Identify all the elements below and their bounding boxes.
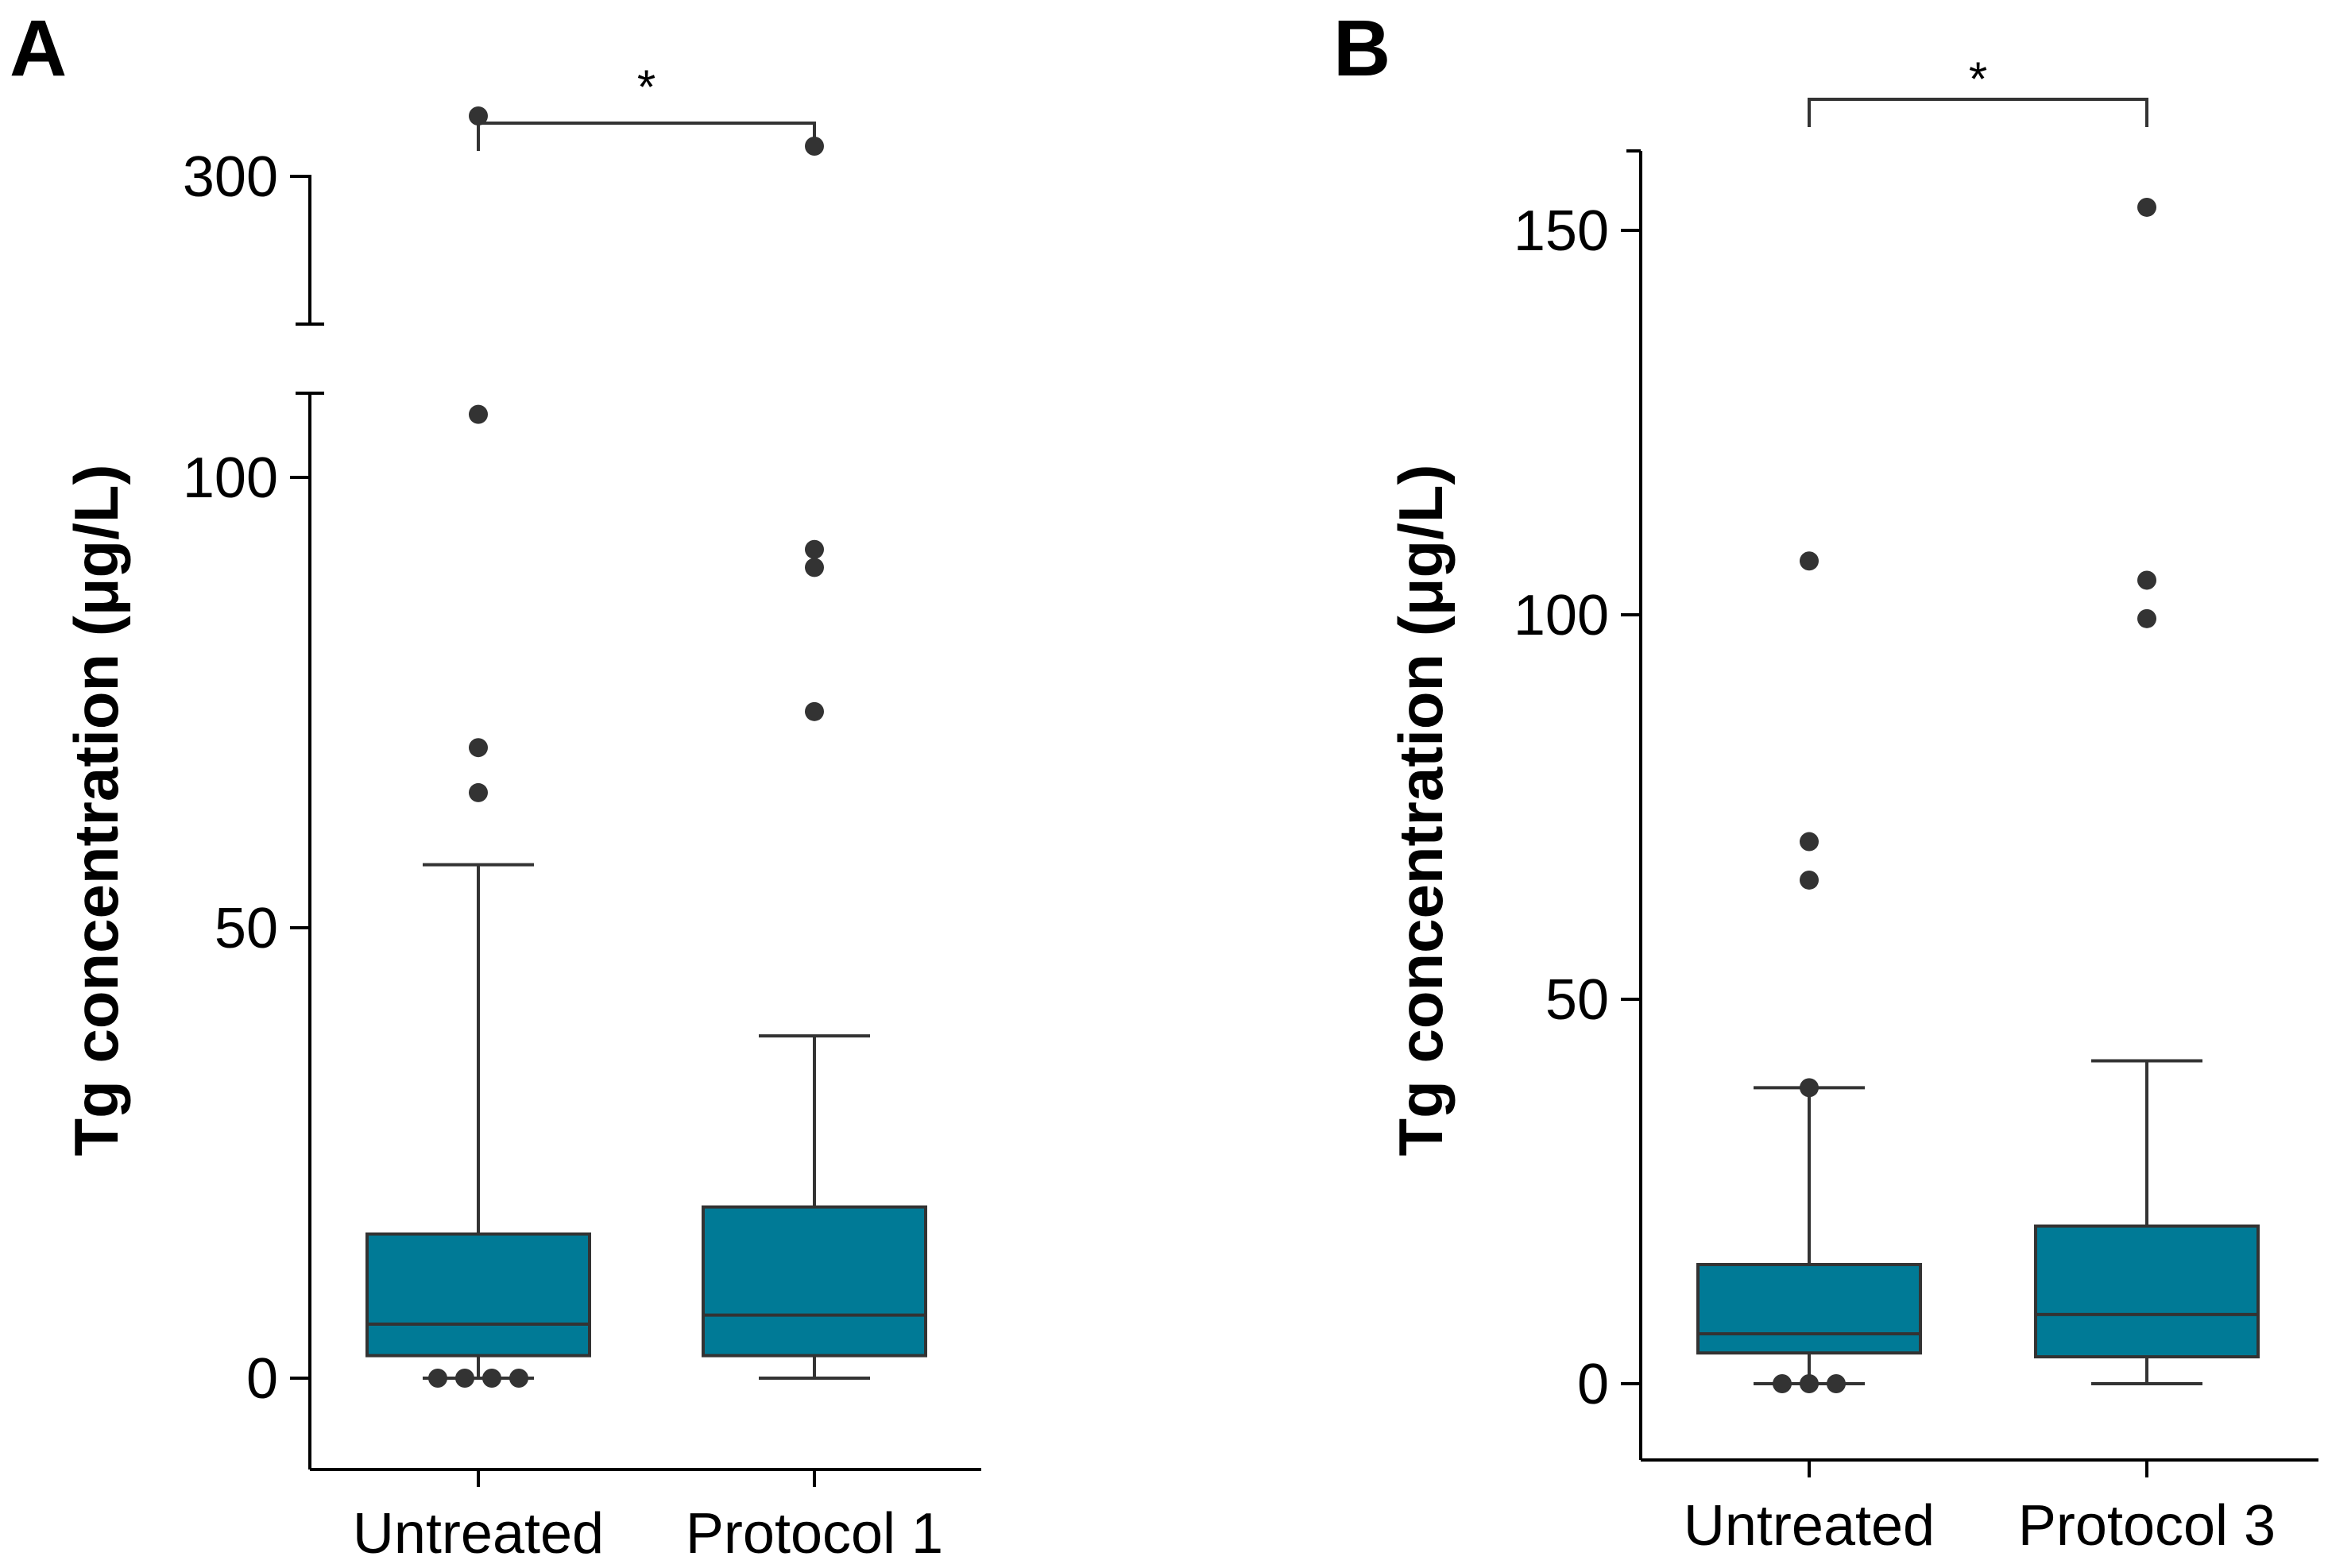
outlier-point <box>805 701 824 721</box>
iqr-box <box>702 1205 927 1358</box>
outlier-point <box>2137 197 2156 217</box>
y-tick-label: 50 <box>215 897 278 960</box>
y-tick-label: 0 <box>1577 1353 1609 1416</box>
outlier-point <box>1800 870 1819 890</box>
outlier-point <box>469 106 488 126</box>
box-plot-untreated <box>1696 551 1922 1393</box>
outlier-point <box>455 1369 474 1388</box>
significance-marker: * <box>1969 52 1987 106</box>
outlier-point <box>1800 1078 1819 1098</box>
outlier-point <box>482 1369 501 1388</box>
y-tick-label: 100 <box>1514 584 1609 647</box>
outlier-point <box>1827 1374 1846 1393</box>
x-tick-label: Protocol 3 <box>2018 1494 2276 1558</box>
panel-letter: B <box>1333 4 1390 93</box>
y-tick-label: 50 <box>1545 968 1609 1032</box>
y-tick-label: 0 <box>246 1347 278 1411</box>
box-plot-protocol-3 <box>2034 197 2260 1385</box>
x-tick-label: Untreated <box>353 1502 604 1566</box>
outlier-point <box>469 404 488 424</box>
y-tick-label: 100 <box>183 446 278 510</box>
outlier-point <box>1800 551 1819 571</box>
outlier-point <box>1800 1374 1819 1393</box>
outlier-point <box>1773 1374 1792 1393</box>
significance-bracket <box>1808 98 2148 127</box>
y-tick-label: 300 <box>183 145 278 209</box>
x-tick-label: Protocol 1 <box>686 1502 943 1566</box>
significance-marker: * <box>637 60 655 114</box>
outlier-point <box>2137 570 2156 590</box>
y-axis-label: Tg concentration (μg/L) <box>1386 465 1456 1157</box>
panel-b: B 0 50 100 150 Tg concentration (μg/L) Untreat… <box>1333 4 2318 1558</box>
iqr-box <box>1696 1262 1922 1355</box>
panel-a: A 0 50 100 300 Tg concentration (μg/L) Untreat… <box>10 4 981 1566</box>
outlier-point <box>805 558 824 577</box>
y-axis-label: Tg concentration (μg/L) <box>61 465 131 1157</box>
iqr-box <box>365 1232 591 1358</box>
significance-bracket <box>477 122 816 151</box>
outlier-point <box>805 539 824 559</box>
outlier-point <box>1800 832 1819 852</box>
outlier-point <box>469 782 488 802</box>
panel-letter: A <box>10 4 67 93</box>
x-tick-label: Untreated <box>1684 1494 1935 1558</box>
iqr-box <box>2034 1224 2260 1359</box>
outlier-point <box>428 1369 447 1388</box>
outlier-point <box>2137 608 2156 628</box>
box-plot-untreated <box>365 106 591 1388</box>
outlier-point <box>469 738 488 758</box>
y-tick-label: 150 <box>1514 199 1609 263</box>
box-plot-protocol-1 <box>702 137 927 1380</box>
outlier-point <box>509 1369 528 1388</box>
